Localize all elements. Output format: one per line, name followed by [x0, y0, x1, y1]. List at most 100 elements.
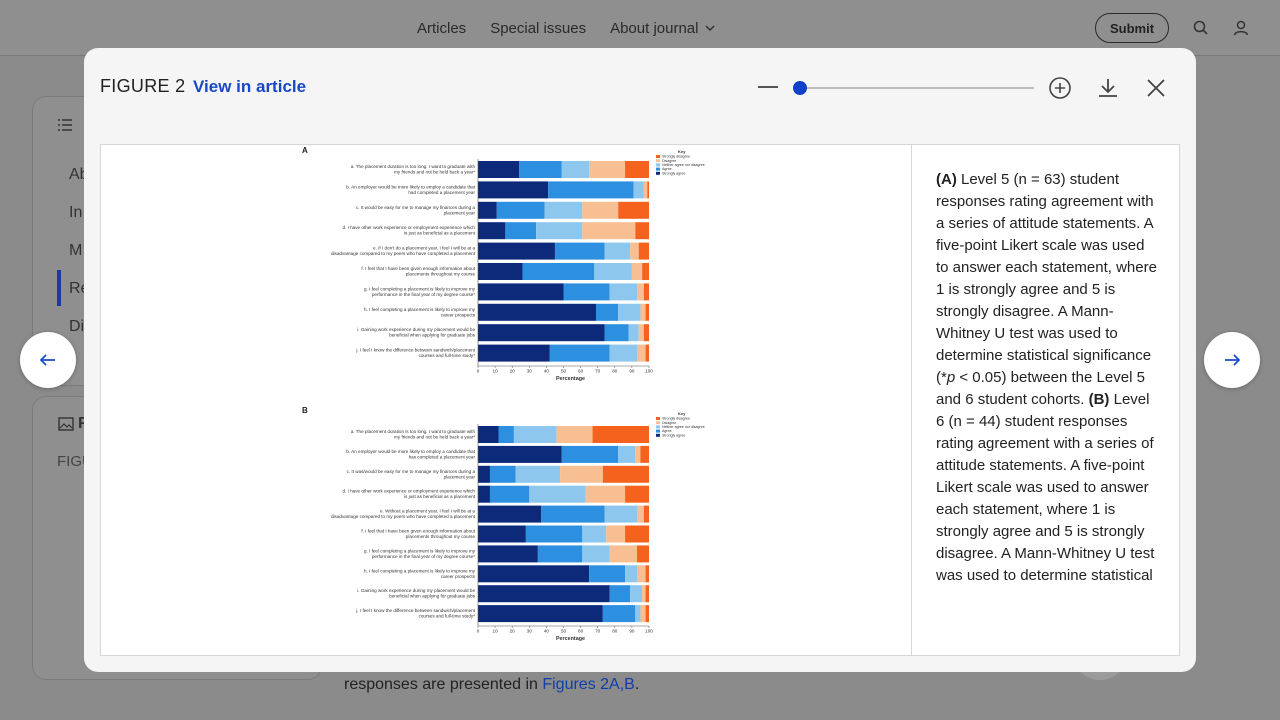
bar-segment — [478, 283, 564, 301]
legend-swatch — [656, 155, 660, 158]
sidebar-item-5[interactable]: Di — [69, 318, 85, 335]
sidebar-item-3[interactable]: M — [69, 242, 83, 259]
x-tick-label: 20 — [510, 369, 516, 374]
zoom-in-icon[interactable] — [1048, 76, 1072, 100]
bar-segment — [645, 565, 649, 583]
bar-segment — [560, 465, 603, 483]
bar-segment — [478, 525, 526, 543]
figure-thumb-label: FIGU — [57, 453, 93, 470]
x-tick-label: 100 — [645, 369, 653, 374]
body-text-end: . — [634, 676, 640, 693]
bar-segment — [549, 344, 610, 362]
search-icon[interactable] — [1191, 18, 1211, 38]
bar-segment — [522, 263, 595, 280]
x-tick-label: 60 — [578, 629, 584, 634]
bar-segment — [643, 505, 649, 523]
x-tick-label: 50 — [561, 629, 567, 634]
x-axis-label: Percentage — [556, 636, 585, 642]
caption-panel: (A) Level 5 (n = 63) student responses r… — [911, 145, 1179, 655]
bar-segment — [630, 242, 639, 260]
bar-segment — [582, 525, 607, 543]
bar-segment — [642, 585, 646, 603]
category-label: disadvantage compared to my peers who ha… — [331, 514, 476, 519]
sidebar-item-1[interactable]: Ab — [69, 166, 89, 183]
figures-link[interactable]: Figures 2A,B — [542, 676, 635, 693]
x-tick-label: 0 — [477, 369, 480, 374]
bar-segment — [541, 505, 605, 523]
sidebar-item-2[interactable]: In — [69, 204, 83, 221]
figure-title: FIGURE 2 — [100, 76, 186, 96]
legend-swatch — [656, 159, 660, 163]
nav-links: Articles Special issues About journal — [417, 0, 716, 56]
bar-segment — [563, 283, 610, 301]
legend-entry: Disagree — [662, 421, 676, 425]
category-label: j. I feel I know the difference between … — [355, 348, 475, 353]
previous-figure-button[interactable] — [20, 332, 76, 388]
category-label: e. If I don't do a placement year, I fee… — [373, 246, 475, 251]
user-icon[interactable] — [1231, 18, 1251, 38]
top-navigation: Articles Special issues About journal Su… — [0, 0, 1280, 56]
download-icon[interactable] — [1096, 76, 1120, 100]
legend-swatch — [656, 421, 660, 425]
caption-part-a-label: (A) — [936, 171, 957, 188]
bar-segment — [498, 426, 514, 443]
bar-segment — [640, 605, 646, 623]
category-label: j. I feel I know the difference between … — [355, 608, 475, 613]
bar-segment — [478, 263, 523, 280]
category-label: i. Gaining work experience during my pla… — [357, 327, 475, 332]
figure-caption: (A) Level 5 (n = 63) student responses r… — [936, 169, 1159, 587]
next-figure-button[interactable] — [1204, 332, 1260, 388]
bar-segment — [478, 605, 603, 623]
bar-segment — [478, 426, 499, 443]
bar-segment — [609, 545, 638, 563]
panel-label-B: B — [302, 406, 308, 415]
bar-segment — [638, 324, 644, 342]
legend-entry: Neither agree nor disagree — [662, 163, 705, 167]
x-tick-label: 100 — [645, 629, 653, 634]
x-tick-label: 10 — [493, 629, 499, 634]
category-label: career prospects — [441, 574, 476, 579]
nav-articles[interactable]: Articles — [417, 19, 467, 37]
view-in-article-link[interactable]: View in article — [193, 77, 307, 96]
x-axis-label: Percentage — [556, 376, 585, 382]
bar-segment — [635, 605, 641, 623]
bar-segment — [489, 485, 530, 503]
bar-segment — [618, 303, 641, 321]
bar-segment — [478, 445, 562, 463]
bar-segment — [496, 201, 545, 219]
bar-segment — [604, 505, 638, 523]
zoom-slider[interactable] — [800, 87, 1034, 89]
legend-swatch — [656, 425, 660, 429]
bar-segment — [637, 283, 644, 301]
nav-special-issues[interactable]: Special issues — [490, 19, 587, 37]
x-tick-label: 90 — [629, 369, 635, 374]
bar-segment — [478, 485, 490, 503]
bar-segment — [585, 485, 626, 503]
x-tick-label: 20 — [510, 629, 516, 634]
x-tick-label: 0 — [477, 629, 480, 634]
category-label: g. I feel completing a placement is like… — [364, 548, 476, 553]
bar-segment — [595, 303, 619, 321]
legend-swatch — [656, 171, 660, 175]
nav-about-journal[interactable]: About journal — [610, 20, 716, 37]
submit-button[interactable]: Submit — [1095, 13, 1169, 43]
bar-segment — [635, 222, 649, 240]
bar-segment — [582, 201, 619, 219]
close-icon[interactable] — [1144, 76, 1168, 100]
category-label: my friends and not be held back a year* — [394, 170, 475, 175]
bar-segment — [647, 181, 649, 199]
bar-segment — [478, 465, 490, 483]
legend-entry: Agree — [662, 167, 672, 171]
figure-modal: FIGURE 2 View in article A Key Strongly di… — [84, 48, 1196, 672]
bar-segment — [633, 181, 644, 199]
category-label: c. It was/would be easy for me to manage… — [347, 469, 476, 474]
bar-segment — [602, 605, 636, 623]
bar-segment — [582, 222, 636, 240]
legend-swatch — [656, 433, 660, 437]
bar-segment — [525, 525, 583, 543]
bar-segment — [478, 324, 605, 342]
category-label: placements throughout my course — [406, 272, 476, 277]
zoom-slider-thumb[interactable] — [793, 81, 807, 95]
zoom-out-icon[interactable] — [758, 86, 778, 88]
caption-p-symbol: p — [946, 369, 956, 386]
